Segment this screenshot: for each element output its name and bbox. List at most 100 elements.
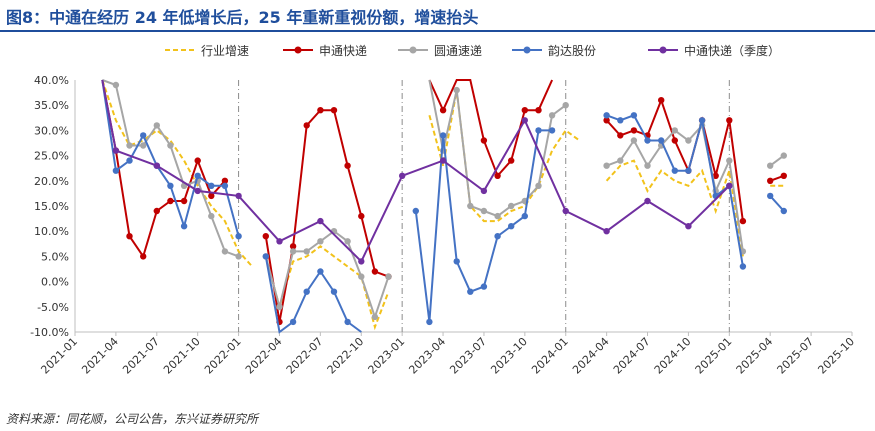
x-tick-label: 2024-04 [570, 335, 612, 377]
data-point-sto [658, 97, 665, 104]
data-point-yunda [739, 263, 747, 270]
data-point-yto [344, 238, 351, 245]
x-tick-label: 2025-01 [693, 335, 735, 377]
series-line-sto [101, 79, 226, 259]
x-tick-label: 2021-04 [79, 335, 121, 377]
x-tick-label: 2022-04 [243, 335, 285, 377]
x-tick-label: 2025-10 [815, 335, 857, 377]
legend-item-yunda: 韵达股份 [512, 40, 596, 60]
series-line-yunda [414, 129, 553, 323]
data-point-sto [630, 127, 638, 134]
data-point-sto [303, 122, 310, 129]
data-point-yto [494, 212, 501, 220]
x-tick-label: 2022-01 [202, 335, 244, 377]
data-point-yunda [494, 233, 501, 240]
legend-label-zto-quarterly: 中通快递（季度） [684, 43, 781, 58]
x-tick-label: 2024-10 [652, 335, 694, 377]
data-point-yto [153, 122, 160, 129]
data-point-sto [262, 233, 269, 240]
data-point-sto [508, 157, 515, 164]
data-point-yunda [126, 157, 133, 164]
data-point-yunda [630, 112, 638, 119]
data-point-yunda [439, 132, 447, 139]
legend-label-yunda: 韵达股份 [548, 43, 597, 58]
x-tick-label: 2022-10 [325, 335, 367, 377]
data-point-yunda [671, 167, 678, 174]
data-point-yunda [767, 192, 774, 200]
data-point-yunda [658, 137, 665, 144]
data-point-zto-quarterly [399, 172, 406, 179]
data-point-sto [603, 117, 610, 124]
data-point-yunda [194, 172, 201, 179]
data-point-sto [617, 132, 624, 139]
data-point-yto [685, 137, 692, 144]
data-point-zto-quarterly [235, 192, 242, 200]
y-tick-label: 40.0% [34, 74, 69, 87]
data-point-yunda [617, 117, 624, 124]
data-point-yunda [235, 233, 242, 240]
series-line-zto-quarterly [101, 79, 731, 264]
data-point-yto [562, 102, 569, 109]
data-point-sto [289, 243, 297, 250]
data-point-sto [671, 137, 678, 144]
data-point-yto [126, 142, 133, 149]
data-point-yto [221, 248, 229, 255]
data-point-zto-quarterly [480, 187, 488, 195]
data-point-yunda [426, 318, 433, 326]
legend-label-industry: 行业增速 [201, 43, 250, 58]
legend-item-sto: 申通快递 [283, 40, 367, 60]
data-point-yto [167, 142, 174, 149]
data-point-zto-quarterly [562, 207, 569, 215]
data-point-yto [508, 202, 515, 210]
data-point-zto-quarterly [439, 157, 447, 164]
data-point-sto [439, 107, 447, 114]
data-point-yto [548, 112, 556, 119]
data-point-yunda [412, 207, 419, 215]
data-point-zto-quarterly [603, 228, 610, 235]
y-tick-label: 20.0% [34, 175, 69, 188]
legend: 行业增速 申通快递 圆通速递 韵达股份 中通快递（季度） [0, 40, 875, 64]
data-point-yto [289, 248, 297, 255]
data-point-yunda [480, 283, 488, 290]
data-point-yunda [140, 132, 147, 139]
data-point-yunda [221, 182, 229, 189]
data-point-yto [644, 162, 651, 169]
data-point-yto [371, 313, 379, 321]
series-line-sto [428, 79, 554, 178]
data-point-sto [194, 157, 201, 164]
data-point-yto [630, 137, 638, 144]
data-point-sto [371, 268, 379, 275]
data-point-yto [467, 202, 474, 210]
data-point-sto [344, 162, 351, 169]
data-point-yto [235, 253, 242, 260]
data-point-sto [330, 107, 338, 114]
data-point-sto [180, 197, 188, 205]
data-point-sto [494, 172, 501, 179]
data-point-zto-quarterly [358, 258, 365, 265]
series-line-yto [264, 229, 390, 321]
data-point-yunda [262, 253, 269, 260]
data-point-yto [112, 81, 120, 89]
data-point-sto [126, 233, 133, 240]
data-point-yunda [521, 212, 528, 220]
y-tick-label: 0.0% [41, 276, 69, 289]
data-point-yunda [112, 167, 120, 174]
legend-item-industry: 行业增速 [165, 40, 249, 60]
series-line-yunda [769, 195, 785, 212]
data-point-yto [726, 157, 733, 164]
data-point-sto [208, 192, 215, 200]
series-line-yto [101, 79, 239, 258]
data-point-sto [317, 107, 324, 114]
data-point-yunda [467, 288, 474, 295]
data-point-yunda [317, 268, 324, 275]
data-point-sto [767, 177, 774, 184]
data-point-yunda [508, 223, 515, 230]
legend-swatch-sto [283, 46, 313, 54]
series-line-sto [264, 109, 389, 323]
data-point-yto [358, 273, 365, 280]
data-point-sto [221, 177, 229, 184]
legend-item-zto-quarterly: 中通快递（季度） [648, 40, 780, 60]
y-tick-label: 35.0% [34, 99, 69, 112]
legend-item-yto: 圆通速递 [398, 40, 482, 60]
data-point-yto [140, 142, 147, 149]
